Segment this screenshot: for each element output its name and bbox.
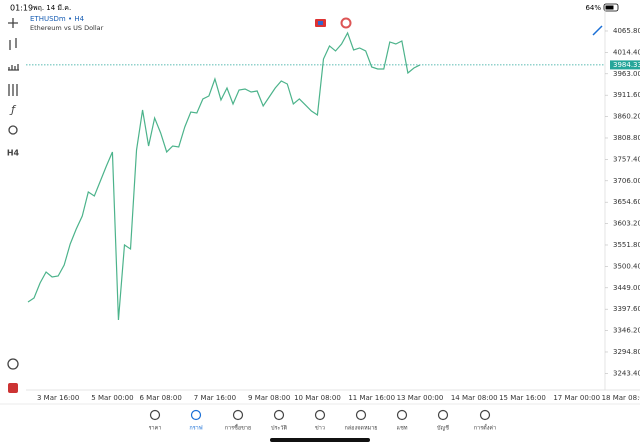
trade-button[interactable] bbox=[8, 383, 18, 393]
tab-label[interactable]: การตั้งค่า bbox=[474, 424, 496, 432]
y-tick-label: 3860.20 bbox=[613, 113, 640, 121]
y-tick-label: 3397.60 bbox=[613, 305, 640, 313]
x-tick-label: 11 Mar 16:00 bbox=[348, 394, 395, 402]
y-tick-label: 3500.40 bbox=[613, 262, 640, 270]
tab-icon[interactable] bbox=[190, 409, 202, 421]
last-price-box bbox=[610, 60, 640, 70]
left-toolbar: ƒ H4 bbox=[7, 18, 20, 393]
tab-icon[interactable] bbox=[314, 409, 326, 421]
y-tick-label: 3449.00 bbox=[613, 284, 640, 292]
crosshair-tool[interactable] bbox=[8, 18, 18, 28]
battery-icon bbox=[603, 3, 619, 12]
y-tick-label: 3654.60 bbox=[613, 198, 640, 206]
y-tick-label: 3963.00 bbox=[613, 70, 640, 78]
x-tick-label: 13 Mar 00:00 bbox=[397, 394, 444, 402]
chart: 4065.80 4014.40 3963.00 3911.60 3860.20 3808.… bbox=[26, 27, 640, 402]
objects-tool[interactable] bbox=[8, 125, 18, 135]
x-tick-label: 18 Mar 08:00 bbox=[602, 394, 640, 402]
tab-label[interactable]: ประวัติ bbox=[271, 425, 287, 432]
y-tick-label: 3551.80 bbox=[613, 241, 640, 249]
y-tick-label: 3346.20 bbox=[613, 327, 640, 335]
tab-label[interactable]: แชท bbox=[397, 425, 408, 432]
price-line bbox=[27, 31, 421, 321]
y-tick-label: 3706.00 bbox=[613, 177, 640, 185]
y-tick-label: 3603.20 bbox=[613, 220, 640, 228]
x-tick-label: 3 Mar 16:00 bbox=[37, 394, 79, 402]
x-tick-label: 15 Mar 16:00 bbox=[499, 394, 546, 402]
tab-label[interactable]: ข่าว bbox=[315, 426, 325, 432]
y-tick-label: 3294.80 bbox=[613, 348, 640, 356]
tab-icon[interactable] bbox=[437, 409, 449, 421]
flag-icon bbox=[340, 17, 352, 29]
tab-label[interactable]: กราฟ bbox=[189, 425, 202, 432]
y-tick-label: 4014.40 bbox=[613, 48, 640, 56]
x-tick-label: 5 Mar 00:00 bbox=[91, 394, 133, 402]
period-tool[interactable] bbox=[8, 64, 19, 71]
indicator-tool[interactable] bbox=[8, 84, 18, 96]
x-tick-label: 14 Mar 08:00 bbox=[451, 394, 498, 402]
y-tick-label: 3911.60 bbox=[613, 91, 640, 99]
y-tick-label: 3808.80 bbox=[613, 134, 640, 142]
tab-icon[interactable] bbox=[479, 409, 491, 421]
symbol-description: Ethereum vs US Dollar bbox=[30, 24, 104, 32]
timeframe-button[interactable]: H4 bbox=[7, 149, 20, 158]
battery-level bbox=[605, 5, 614, 10]
tab-icon[interactable] bbox=[396, 409, 408, 421]
draw-tool[interactable] bbox=[592, 25, 603, 36]
flag-icon bbox=[318, 21, 323, 25]
tab-label[interactable]: บัญชี bbox=[437, 425, 449, 432]
x-tick-label: 17 Mar 00:00 bbox=[553, 394, 600, 402]
y-tick-label: 3243.40 bbox=[613, 369, 640, 377]
search-tool[interactable] bbox=[7, 358, 19, 370]
function-tool[interactable]: ƒ bbox=[9, 103, 17, 116]
chart-type-tool[interactable] bbox=[9, 38, 17, 50]
symbol-name[interactable]: ETHUSDm • H4 bbox=[30, 15, 85, 23]
tab-label[interactable]: กล่องจดหมาย bbox=[344, 426, 377, 432]
y-tick-label: 4065.80 bbox=[613, 27, 640, 35]
home-indicator bbox=[270, 438, 370, 442]
y-tick-label: 3757.40 bbox=[613, 155, 640, 163]
tab-icon[interactable] bbox=[273, 409, 285, 421]
tab-icon[interactable] bbox=[355, 409, 367, 421]
x-tick-label: 9 Mar 08:00 bbox=[248, 394, 290, 402]
tab-bar: ราคา กราฟ การซื้อขาย ประวัติ ข่าว กล่องจดหมาย… bbox=[149, 409, 496, 432]
tab-icon[interactable] bbox=[149, 409, 161, 421]
status-time: 01:19 bbox=[10, 4, 33, 13]
status-date: พฤ. 14 มี.ค. bbox=[33, 4, 71, 12]
x-tick-label: 6 Mar 08:00 bbox=[140, 394, 182, 402]
tab-label[interactable]: ราคา bbox=[149, 426, 162, 432]
x-tick-label: 10 Mar 08:00 bbox=[294, 394, 341, 402]
tab-icon[interactable] bbox=[232, 409, 244, 421]
tab-label[interactable]: การซื้อขาย bbox=[225, 424, 251, 432]
last-price-label: 3984.33 bbox=[613, 61, 640, 69]
status-battery: 64% bbox=[585, 4, 601, 12]
x-tick-label: 7 Mar 16:00 bbox=[194, 394, 236, 402]
